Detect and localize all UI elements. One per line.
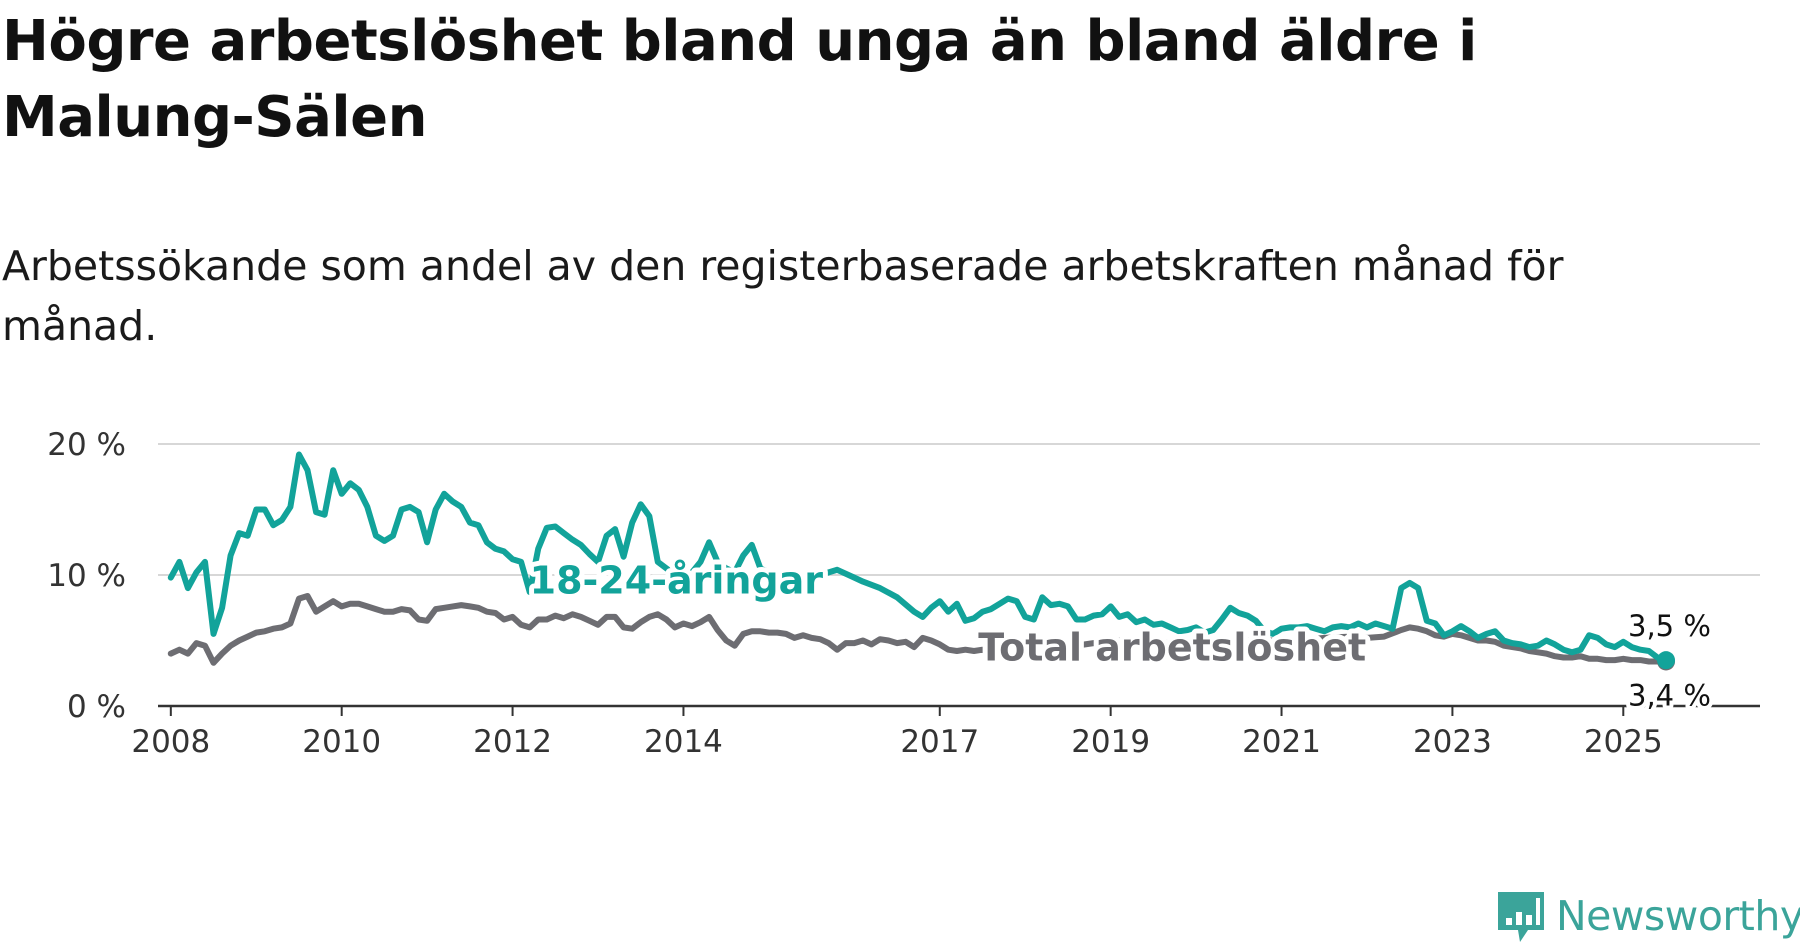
x-tick-label: 2010 (302, 724, 381, 760)
y-axis: 0 % 10 % 20 % (47, 427, 126, 725)
series-labels: 18-24-åringar Total arbetslöshet 3,5 % 3,4 … (525, 554, 1715, 717)
series-line-young (167, 451, 1669, 664)
x-tick-label: 2021 (1242, 724, 1321, 760)
newsworthy-logo-text: Newsworthy (1556, 892, 1800, 940)
end-value-label-young: 3,5 % (1628, 609, 1711, 643)
chart-subtitle: Arbetssökande som andel av den registerb… (2, 242, 1564, 350)
x-tick-label: 2023 (1413, 724, 1492, 760)
line-chart: 0 % 10 % 20 % 2008 2010 2012 2014 2017 2019 2021… (47, 427, 1760, 760)
x-tick-label: 2019 (1071, 724, 1150, 760)
x-tick-label: 2008 (131, 724, 210, 760)
x-tick-label: 2014 (644, 724, 723, 760)
series-label-young: 18-24-åringar (530, 559, 824, 603)
y-tick-label: 0 % (67, 689, 126, 725)
y-tick-label: 20 % (47, 427, 126, 463)
x-tick-label: 2025 (1584, 724, 1663, 760)
x-tick-label: 2012 (473, 724, 552, 760)
series-lines (167, 451, 1676, 671)
series-end-point-young (1657, 651, 1676, 670)
newsworthy-logo: Newsworthy (1494, 888, 1800, 944)
grid-lines (158, 443, 1760, 576)
x-tick-label: 2017 (900, 724, 979, 760)
end-value-label-total: 3,4 % (1628, 678, 1711, 712)
x-axis: 2008 2010 2012 2014 2017 2019 2021 2023 2025 (131, 704, 1760, 760)
chart-title: Högre arbetslöshet bland unga än bland ä… (2, 9, 1477, 150)
y-tick-label: 10 % (47, 558, 126, 594)
newsworthy-bar-chart-logo-icon (1498, 892, 1544, 942)
series-label-total: Total arbetslöshet (978, 625, 1366, 669)
